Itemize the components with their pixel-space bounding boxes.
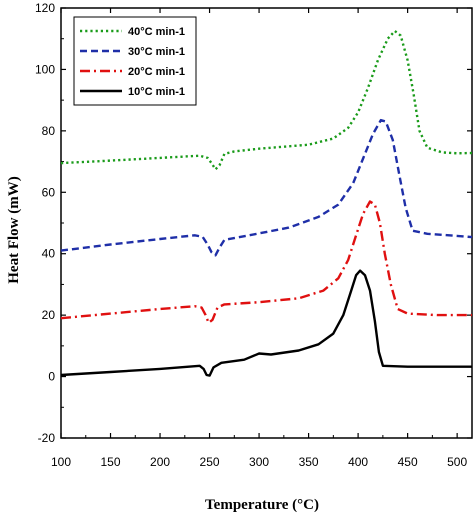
legend: 40°C min-1 30°C min-1 20°C min-1 10°C min-1	[73, 16, 197, 106]
y-axis-title: Heat Flow (mW)	[6, 176, 22, 283]
x-tick-label: 500	[447, 455, 467, 469]
y-tick-label: 0	[48, 370, 55, 384]
y-tick-label: 120	[35, 1, 55, 15]
legend-label: 10°C min-1	[128, 86, 185, 98]
x-tick-label: 400	[348, 455, 368, 469]
series-line-4	[60, 269, 472, 377]
y-tick-label: 60	[42, 185, 56, 199]
x-tick-label: 350	[299, 455, 319, 469]
legend-label: 30°C min-1	[128, 46, 185, 58]
series-lines	[60, 29, 473, 377]
y-tick-label: 80	[42, 124, 56, 138]
legend-label: 20°C min-1	[128, 66, 185, 78]
series-line-3	[60, 200, 472, 324]
y-tick-label: -20	[38, 431, 56, 445]
x-axis-title: Temperature (°C)	[205, 497, 319, 513]
series-line-2	[60, 118, 473, 257]
x-tick-label: 450	[398, 455, 418, 469]
x-axis: 100 150 200 250 300 350 400 450 500	[51, 8, 467, 469]
x-tick-label: 200	[150, 455, 170, 469]
x-tick-label: 150	[101, 455, 121, 469]
x-tick-label: 250	[200, 455, 220, 469]
x-tick-label: 100	[51, 455, 71, 469]
y-tick-label: 20	[42, 308, 56, 322]
y-tick-label: 100	[35, 62, 55, 76]
legend-label: 40°C min-1	[128, 26, 185, 38]
y-tick-label: 40	[42, 247, 56, 261]
x-tick-label: 300	[249, 455, 269, 469]
y-axis: -20 0 20 40 60 80 100 120	[35, 1, 472, 445]
series-line-1	[60, 29, 473, 171]
